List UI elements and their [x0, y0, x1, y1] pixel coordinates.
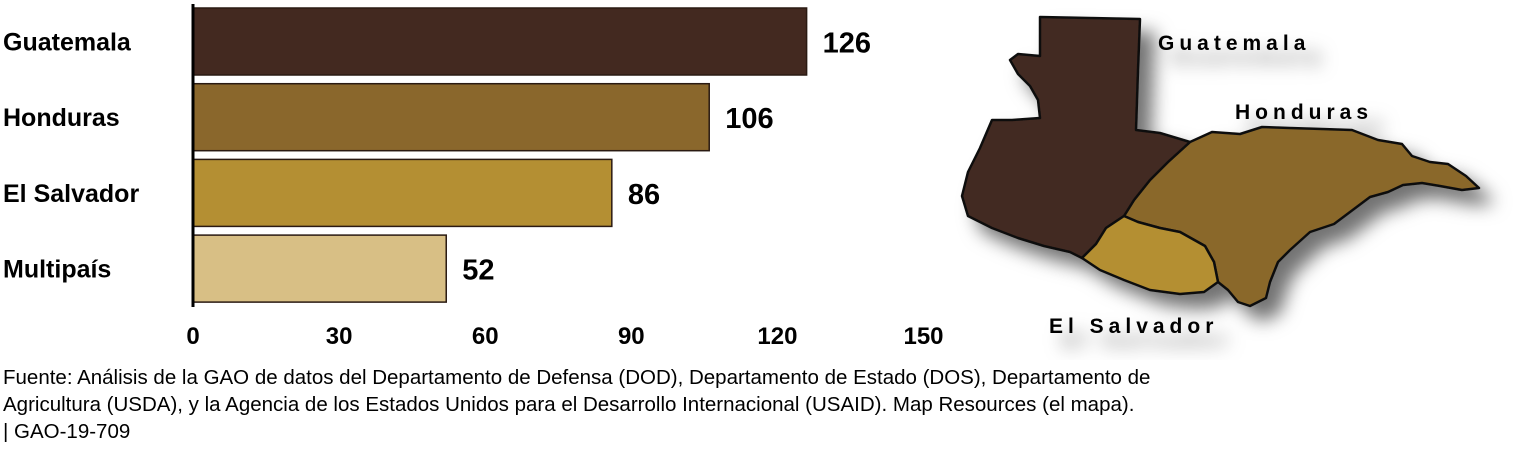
bar-guatemala — [192, 7, 808, 76]
bar-el-salvador — [192, 158, 613, 228]
chart-area: Guatemala 126 Honduras 106 El Salvador 86 Mult… — [3, 4, 944, 350]
map-label-honduras: Honduras — [1235, 101, 1373, 124]
x-tick-label-150: 150 — [903, 323, 943, 350]
x-tick-label-90: 90 — [618, 323, 645, 350]
map-label-guatemala: Guatemala — [1158, 32, 1310, 55]
x-tick-label-120: 120 — [757, 323, 797, 350]
value-label-honduras: 106 — [725, 103, 773, 135]
figure-footer: Fuente: Análisis de la GAO de datos del … — [3, 364, 1503, 445]
category-label-el-salvador: El Salvador — [3, 180, 139, 208]
value-label-guatemala: 126 — [823, 28, 871, 60]
bar-chart-and-map: Guatemala 126 Honduras 106 El Salvador 86 Mult… — [3, 4, 1481, 350]
x-tick-label-60: 60 — [472, 323, 499, 350]
value-label-el-salvador: 86 — [628, 179, 660, 211]
x-tick-label-0: 0 — [186, 323, 199, 350]
x-tick-label-30: 30 — [326, 323, 353, 350]
source-note-line-2: Agricultura (USDA), y la Agencia de los … — [3, 393, 1135, 416]
bar-honduras — [192, 82, 710, 152]
category-label-multipais: Multipaís — [3, 256, 111, 284]
category-label-honduras: Honduras — [3, 104, 120, 132]
source-note-line-1: Fuente: Análisis de la GAO de datos del … — [3, 366, 1151, 389]
el-salvador-map-shape — [1080, 214, 1220, 296]
guatemala-map-shape — [960, 15, 1192, 260]
category-label-guatemala: Guatemala — [3, 29, 132, 57]
report-id: | GAO-19-709 — [3, 420, 131, 443]
value-label-multipais: 52 — [462, 255, 494, 287]
map-label-el-salvador: El Salvador — [1049, 315, 1218, 338]
central-america-map: Guatemala Honduras El Salvador — [960, 15, 1481, 338]
bar-multipais — [192, 234, 447, 303]
